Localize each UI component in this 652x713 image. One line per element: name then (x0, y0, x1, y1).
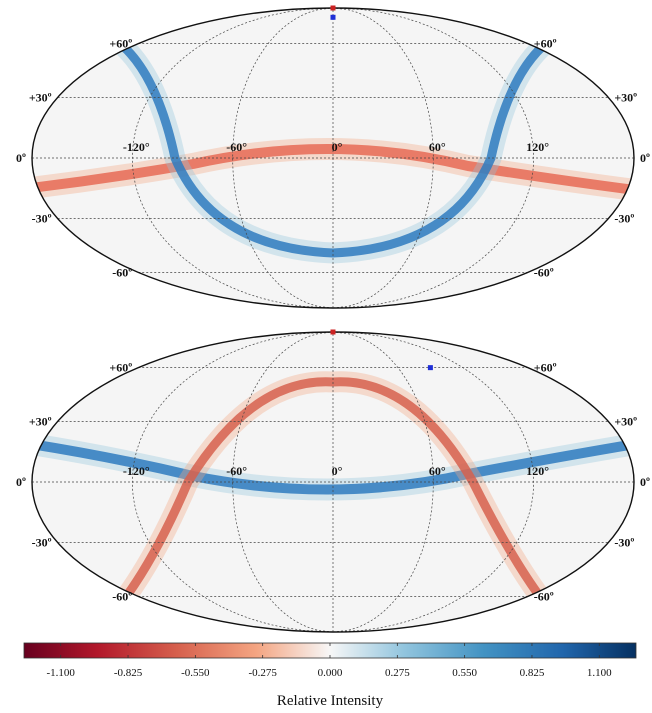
graticule (32, 331, 634, 633)
longitude-label: -120° (123, 140, 150, 154)
colorbar-tick-label: 0.825 (520, 667, 545, 679)
colorbar-tick-label: -0.550 (181, 667, 210, 679)
longitude-label: -60° (226, 464, 247, 478)
graticule (32, 7, 634, 309)
longitude-label: 0° (332, 140, 343, 154)
source-marker (330, 5, 336, 11)
longitude-line (332, 7, 535, 309)
intensity-band (32, 439, 634, 495)
latitude-label-right: +60º (534, 361, 557, 375)
latitude-label-right: -60º (534, 589, 554, 603)
latitude-label-left: 0º (16, 151, 26, 165)
longitude-label: 120° (526, 464, 549, 478)
sky-map-bottom: -120° -60° 0° 60° 120° +60º +60º +30º +30º 0º 0º -3… (16, 329, 650, 633)
longitude-line (332, 7, 434, 309)
latitude-label-right: 0º (640, 151, 650, 165)
colorbar: -1.100 -0.825 -0.550 -0.275 0.000 0.275 0.550 0… (23, 642, 637, 709)
latitude-label-left: +30º (29, 414, 52, 428)
latitude-label-left: 0º (16, 475, 26, 489)
longitude-line (332, 331, 434, 633)
colorbar-tick-label: 0.550 (452, 667, 477, 679)
longitude-line (332, 331, 535, 633)
intensity-band (32, 143, 634, 195)
intensity-band (118, 41, 548, 258)
longitude-line (232, 331, 334, 633)
sky-map-top: -120° -60° 0° 60° 120° +60º +60º +30º +30º 0º 0º -3… (16, 5, 650, 309)
longitude-label: 60° (429, 464, 446, 478)
longitude-label: -60° (226, 140, 247, 154)
colorbar-title: Relative Intensity (277, 693, 384, 709)
latitude-label-left: -30º (32, 536, 52, 550)
colorbar-tick-label: -1.100 (47, 667, 76, 679)
latitude-label-left: +60º (109, 361, 132, 375)
source-marker (427, 365, 433, 371)
source-marker (330, 329, 336, 335)
colorbar-tick-label: -0.825 (114, 667, 143, 679)
source-marker (330, 14, 336, 20)
latitude-label-left: -30º (32, 212, 52, 226)
latitude-label-right: +30º (614, 90, 637, 104)
longitude-line (232, 7, 334, 309)
latitude-label-right: -30º (614, 212, 634, 226)
longitude-label: 0° (332, 464, 343, 478)
colorbar-tick-label: 0.275 (385, 667, 410, 679)
latitude-label-right: 0º (640, 475, 650, 489)
longitude-line (131, 331, 334, 633)
latitude-label-left: +60º (109, 37, 132, 51)
latitude-label-left: +30º (29, 90, 52, 104)
colorbar-tick-label: 1.100 (587, 667, 612, 679)
latitude-label-right: -60º (534, 265, 554, 279)
latitude-label-left: -60º (112, 265, 132, 279)
colorbar-tick-label: -0.275 (248, 667, 277, 679)
latitude-label-right: -30º (614, 536, 634, 550)
colorbar-ticks: -1.100 -0.825 -0.550 -0.275 0.000 0.275 0.550 0… (47, 643, 612, 679)
longitude-line (131, 7, 334, 309)
latitude-label-right: +60º (534, 37, 557, 51)
longitude-label: 60° (429, 140, 446, 154)
longitude-label: 120° (526, 140, 549, 154)
longitude-label: -120° (123, 464, 150, 478)
intensity-bands (32, 35, 634, 264)
latitude-label-left: -60º (112, 589, 132, 603)
latitude-label-right: +30º (614, 414, 637, 428)
colorbar-tick-label: 0.000 (318, 667, 343, 679)
